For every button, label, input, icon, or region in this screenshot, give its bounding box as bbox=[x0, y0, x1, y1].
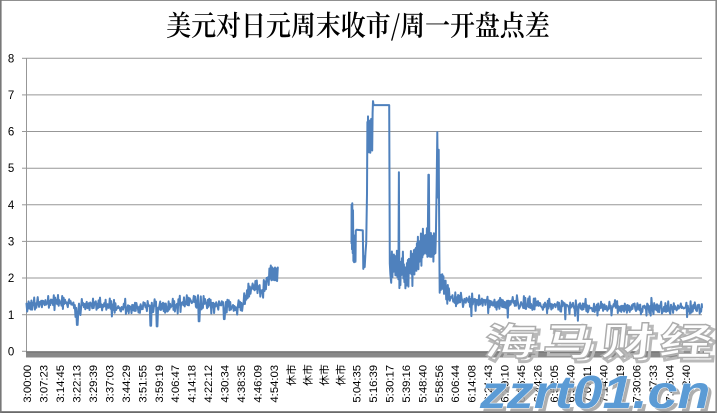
svg-text:3:22:13: 3:22:13 bbox=[71, 365, 83, 403]
svg-text:zzrt01.cn: zzrt01.cn bbox=[482, 370, 713, 413]
svg-text:5:04:35: 5:04:35 bbox=[351, 365, 363, 403]
svg-text:6:29:10: 6:29:10 bbox=[500, 365, 512, 403]
svg-text:4:14:18: 4:14:18 bbox=[187, 365, 199, 403]
svg-text:3:51:55: 3:51:55 bbox=[137, 365, 149, 403]
svg-text:7:14:40: 7:14:40 bbox=[598, 365, 610, 403]
svg-text:3:59:19: 3:59:19 bbox=[154, 365, 166, 403]
svg-text:6:06:44: 6:06:44 bbox=[450, 365, 462, 403]
svg-text:7:07:11: 7:07:11 bbox=[582, 366, 594, 403]
svg-text:4: 4 bbox=[8, 200, 15, 212]
svg-text:6:59:40: 6:59:40 bbox=[566, 365, 578, 403]
svg-text:7:37:33: 7:37:33 bbox=[648, 365, 660, 403]
svg-text:6:44:26: 6:44:26 bbox=[533, 365, 545, 403]
svg-text:3:29:39: 3:29:39 bbox=[88, 365, 100, 403]
svg-text:8: 8 bbox=[8, 53, 14, 65]
svg-text:6:14:08: 6:14:08 bbox=[467, 365, 479, 403]
svg-text:3:14:45: 3:14:45 bbox=[55, 365, 67, 403]
svg-text:4:54:03: 4:54:03 bbox=[269, 365, 281, 403]
svg-text:6:21:43: 6:21:43 bbox=[483, 365, 495, 403]
svg-text:4:38:35: 4:38:35 bbox=[236, 365, 248, 403]
svg-text:5:39:16: 5:39:16 bbox=[401, 365, 413, 403]
svg-text:4:46:09: 4:46:09 bbox=[253, 365, 265, 403]
svg-text:3: 3 bbox=[8, 237, 14, 249]
svg-text:3:00:00: 3:00:00 bbox=[22, 365, 34, 403]
svg-text:4:22:12: 4:22:12 bbox=[203, 365, 215, 403]
svg-text:3:44:29: 3:44:29 bbox=[121, 365, 133, 403]
svg-text:1: 1 bbox=[8, 310, 14, 322]
svg-text:4:06:47: 4:06:47 bbox=[170, 365, 182, 403]
svg-text:5:16:39: 5:16:39 bbox=[368, 365, 380, 403]
svg-text:2: 2 bbox=[8, 273, 14, 285]
svg-text:7:22:19: 7:22:19 bbox=[615, 365, 627, 403]
svg-text:5:58:56: 5:58:56 bbox=[434, 365, 446, 403]
svg-text:3:37:03: 3:37:03 bbox=[104, 365, 116, 403]
svg-text:5:48:40: 5:48:40 bbox=[417, 365, 429, 403]
svg-text:5: 5 bbox=[8, 163, 14, 175]
svg-text:3:07:23: 3:07:23 bbox=[39, 365, 51, 403]
svg-text:4:30:34: 4:30:34 bbox=[220, 365, 232, 403]
svg-text:6:52:05: 6:52:05 bbox=[549, 365, 561, 403]
svg-text:0: 0 bbox=[8, 346, 14, 358]
svg-text:5:30:17: 5:30:17 bbox=[384, 365, 396, 403]
svg-text:6:36:45: 6:36:45 bbox=[516, 365, 528, 403]
svg-text:zzrt01.cn: zzrt01.cn bbox=[479, 367, 710, 413]
svg-text:7:45:04: 7:45:04 bbox=[664, 365, 676, 403]
svg-text:7:30:06: 7:30:06 bbox=[631, 365, 643, 403]
svg-text:7: 7 bbox=[8, 90, 14, 102]
svg-text:7:52:40: 7:52:40 bbox=[681, 365, 693, 403]
svg-text:6: 6 bbox=[8, 127, 14, 139]
